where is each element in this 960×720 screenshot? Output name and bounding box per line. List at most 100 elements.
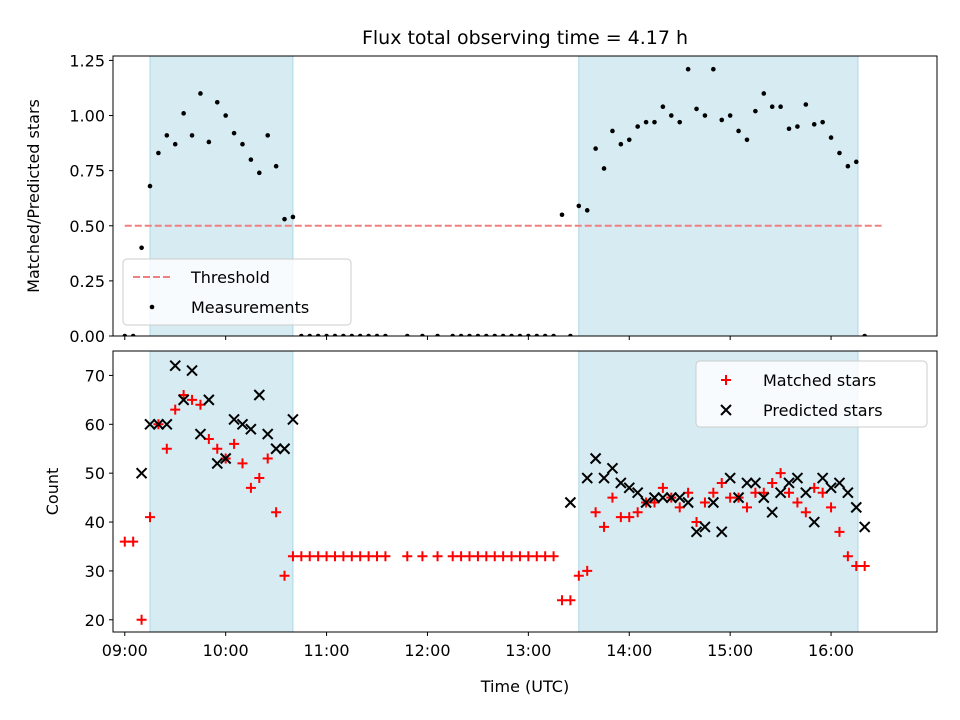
x-tick-label: 16:00	[808, 641, 854, 660]
matched-star-point	[229, 438, 240, 449]
measurement-point	[341, 333, 346, 336]
matched-star-point	[582, 565, 593, 576]
predicted-star-point	[858, 521, 871, 533]
predicted-star-point	[808, 516, 820, 528]
legend-measurement-label: Measurements	[191, 298, 309, 317]
matched-star-point	[506, 551, 517, 562]
measurement-point	[862, 333, 867, 336]
matched-star-point	[548, 551, 559, 562]
matched-star-point	[432, 551, 443, 562]
measurement-point	[593, 146, 598, 151]
measurement-point	[324, 333, 329, 336]
measurement-point	[677, 119, 683, 125]
matched-star-point	[119, 536, 130, 547]
measurement-point	[290, 214, 296, 220]
legend-predicted-label: Predicted stars	[763, 401, 883, 420]
legend-measurement-swatch	[149, 304, 155, 310]
predicted-star-point	[169, 359, 181, 372]
measurement-point	[837, 150, 842, 156]
matched-star-point	[775, 468, 786, 479]
measurement-point	[626, 137, 632, 143]
predicted-star-point	[177, 394, 190, 406]
observing-window-shade	[578, 56, 858, 336]
measurement-point	[273, 163, 279, 169]
predicted-star-point	[800, 487, 812, 499]
matched-star-point	[287, 551, 298, 562]
measurement-point	[315, 333, 321, 336]
measurement-point	[635, 124, 640, 129]
measurement-point	[484, 333, 489, 336]
matched-star-point	[417, 551, 428, 562]
measurement-point	[450, 333, 455, 336]
measurement-point	[601, 166, 607, 171]
measurement-point	[492, 333, 498, 336]
measurement-point	[517, 333, 523, 336]
measurement-point	[568, 333, 573, 336]
predicted-star-point	[253, 389, 266, 401]
predicted-star-point	[674, 491, 686, 504]
predicted-star-point	[270, 443, 282, 455]
predicted-star-point	[758, 491, 770, 504]
predicted-star-point	[716, 526, 728, 538]
x-tick-label: 10:00	[203, 641, 249, 660]
measurement-point	[164, 133, 170, 138]
measurement-point	[223, 113, 228, 118]
predicted-star-point	[682, 496, 694, 509]
chart-title: Flux total observing time = 4.17 h	[362, 27, 688, 49]
matched-star-point	[262, 453, 273, 464]
matched-star-point	[338, 551, 349, 562]
matched-star-point	[699, 497, 710, 508]
matched-star-point	[187, 394, 198, 405]
measurement-point	[130, 333, 136, 336]
measurement-point	[509, 333, 514, 336]
measurement-point	[240, 141, 245, 147]
measurement-point	[845, 163, 851, 169]
y-tick-label: 0.75	[69, 162, 105, 181]
matched-star-point	[178, 389, 189, 400]
measurement-point	[736, 128, 741, 134]
measurement-point	[669, 113, 674, 118]
x-tick-label: 09:00	[102, 641, 148, 660]
matched-star-point	[456, 551, 467, 562]
predicted-star-point	[623, 482, 635, 494]
matched-star-point	[784, 487, 795, 498]
measurement-point	[761, 91, 767, 96]
measurement-point	[820, 119, 825, 125]
predicted-star-point	[152, 418, 165, 431]
matched-star-point	[329, 551, 340, 562]
x-tick-label: 12:00	[404, 641, 450, 660]
measurement-point	[685, 66, 691, 72]
matched-star-point	[136, 614, 147, 625]
predicted-star-point	[236, 418, 249, 431]
x-tick-label: 11:00	[304, 641, 350, 660]
matched-star-point	[304, 551, 315, 562]
measurement-point	[147, 183, 153, 189]
matched-star-point	[851, 561, 862, 572]
measurement-point	[534, 333, 540, 336]
matched-star-point	[800, 507, 811, 518]
measurement-point	[299, 333, 304, 336]
matched-star-point	[489, 551, 500, 562]
measurement-point	[610, 128, 615, 134]
measurement-point	[584, 208, 590, 213]
matched-star-point	[725, 492, 736, 503]
measurement-point	[206, 139, 212, 145]
predicted-star-point	[749, 477, 762, 489]
matched-star-point	[599, 521, 610, 532]
matched-star-point	[834, 526, 845, 537]
matched-star-point	[447, 551, 458, 562]
measurement-point	[559, 212, 565, 218]
measurement-point	[458, 333, 464, 336]
x-tick-label: 13:00	[505, 641, 551, 660]
predicted-star-point	[825, 482, 837, 494]
measurement-point	[374, 333, 380, 336]
predicted-star-point	[741, 477, 753, 489]
measurement-point	[719, 117, 725, 123]
measurement-point	[198, 91, 203, 96]
predicted-star-point	[774, 487, 787, 499]
measurement-point	[769, 104, 775, 110]
measurement-point	[853, 159, 859, 165]
predicted-star-point	[690, 526, 703, 538]
measurement-point	[475, 333, 481, 336]
